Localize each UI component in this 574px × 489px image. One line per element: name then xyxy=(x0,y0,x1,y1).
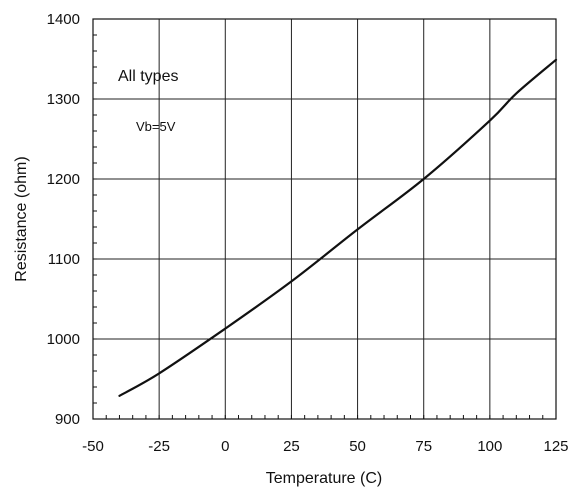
grid-lines xyxy=(93,19,556,419)
series-layer xyxy=(118,58,558,397)
y-tick-label: 1300 xyxy=(47,91,80,108)
annotation-vb: Vb=5V xyxy=(136,119,176,134)
y-tick-label: 1000 xyxy=(47,331,80,348)
x-tick-label: 25 xyxy=(283,438,300,455)
x-tick-labels: -50 -25 0 25 50 75 100 125 xyxy=(82,438,568,455)
x-tick-label: 125 xyxy=(543,438,568,455)
y-tick-labels: 900 1000 1100 1200 1300 1400 xyxy=(47,11,80,428)
y-tick-label: 900 xyxy=(55,411,80,428)
y-axis-title: Resistance (ohm) xyxy=(13,156,30,281)
y-tick-label: 1100 xyxy=(48,251,80,268)
annotation-all-types: All types xyxy=(118,68,178,85)
x-tick-label: 75 xyxy=(415,438,432,455)
y-tick-label: 1200 xyxy=(47,171,80,188)
plot-frame xyxy=(92,18,557,420)
y-tick-label: 1400 xyxy=(47,11,80,28)
x-tick-label: -50 xyxy=(82,438,104,455)
series-line-0 xyxy=(118,58,558,397)
x-tick-label: 100 xyxy=(477,438,502,455)
x-axis-title: Temperature (C) xyxy=(266,470,382,487)
x-tick-label: 50 xyxy=(349,438,366,455)
x-tick-label: 0 xyxy=(221,438,229,455)
x-tick-label: -25 xyxy=(148,438,170,455)
